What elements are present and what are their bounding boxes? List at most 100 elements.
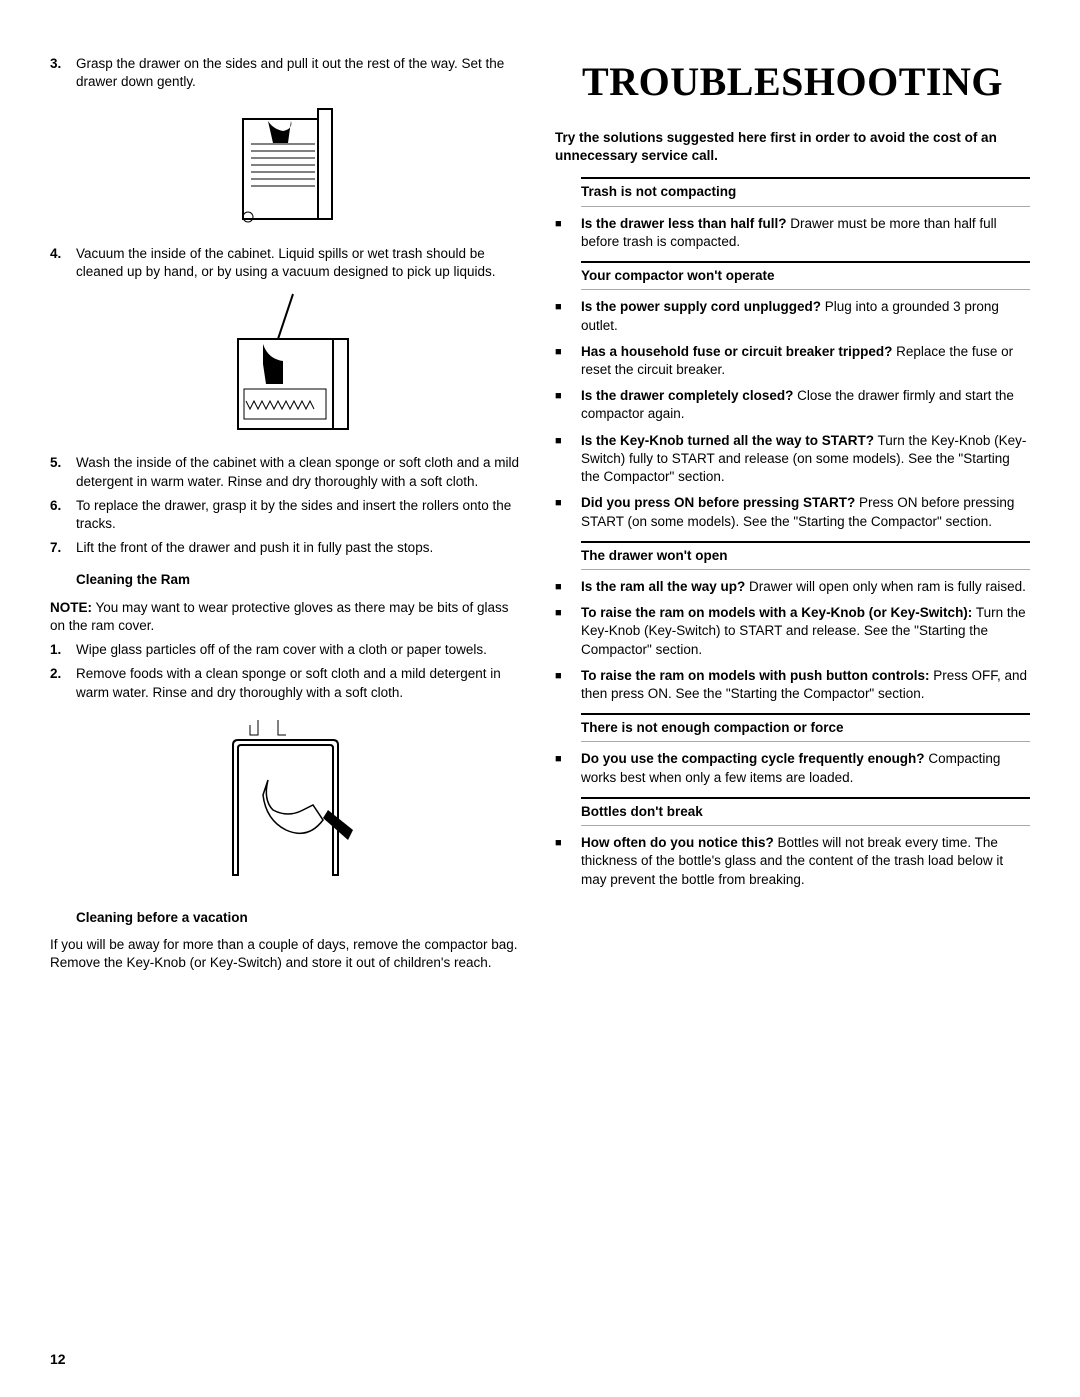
troubleshoot-section: The drawer won't open■Is the ram all the…: [555, 541, 1030, 704]
section-title: Trash is not compacting: [581, 177, 1030, 206]
step-item: 6. To replace the drawer, grasp it by th…: [50, 497, 525, 533]
square-bullet-icon: ■: [555, 604, 581, 659]
troubleshooting-title: TROUBLESHOOTING: [555, 55, 1030, 109]
bullet-item: ■Is the drawer completely closed? Close …: [555, 387, 1030, 423]
right-column: TROUBLESHOOTING Try the solutions sugges…: [555, 55, 1030, 1357]
troubleshoot-section: Bottles don't break■How often do you not…: [555, 797, 1030, 889]
bullet-bold: Is the power supply cord unplugged?: [581, 299, 821, 314]
step-number: 4.: [50, 245, 76, 281]
steps-list-a: 3. Grasp the drawer on the sides and pul…: [50, 55, 525, 91]
page-number: 12: [50, 1350, 66, 1369]
step-text: Wipe glass particles off of the ram cove…: [76, 641, 525, 659]
bullet-list: ■Do you use the compacting cycle frequen…: [555, 750, 1030, 786]
step-item: 1. Wipe glass particles off of the ram c…: [50, 641, 525, 659]
step-number: 1.: [50, 641, 76, 659]
bullet-bold: Is the ram all the way up?: [581, 579, 745, 594]
step-number: 3.: [50, 55, 76, 91]
cleaning-vacation-heading: Cleaning before a vacation: [76, 909, 525, 930]
bullet-list: ■Is the ram all the way up? Drawer will …: [555, 578, 1030, 703]
bullet-item: ■Do you use the compacting cycle frequen…: [555, 750, 1030, 786]
bullet-list: ■How often do you notice this? Bottles w…: [555, 834, 1030, 889]
step-text: Lift the front of the drawer and push it…: [76, 539, 525, 557]
troubleshoot-section: Trash is not compacting■Is the drawer le…: [555, 177, 1030, 251]
bullet-bold: Do you use the compacting cycle frequent…: [581, 751, 925, 766]
step-text: Remove foods with a clean sponge or soft…: [76, 665, 525, 701]
bullet-item: ■To raise the ram on models with a Key-K…: [555, 604, 1030, 659]
bullet-bold: Did you press ON before pressing START?: [581, 495, 855, 510]
bullet-bold: Has a household fuse or circuit breaker …: [581, 344, 892, 359]
bullet-item: ■Is the ram all the way up? Drawer will …: [555, 578, 1030, 596]
drawer-pull-icon: [233, 99, 343, 229]
bullet-bold: Is the drawer less than half full?: [581, 216, 787, 231]
step-number: 5.: [50, 454, 76, 490]
square-bullet-icon: ■: [555, 343, 581, 379]
square-bullet-icon: ■: [555, 578, 581, 596]
step-number: 6.: [50, 497, 76, 533]
page: 3. Grasp the drawer on the sides and pul…: [0, 0, 1080, 1397]
bullet-text: To raise the ram on models with push but…: [581, 667, 1030, 703]
bullet-text: Is the drawer completely closed? Close t…: [581, 387, 1030, 423]
step-text: To replace the drawer, grasp it by the s…: [76, 497, 525, 533]
troubleshooting-sections: Trash is not compacting■Is the drawer le…: [555, 177, 1030, 888]
troubleshooting-intro: Try the solutions suggested here first i…: [555, 129, 1030, 165]
bullet-item: ■Did you press ON before pressing START?…: [555, 494, 1030, 530]
step-item: 2. Remove foods with a clean sponge or s…: [50, 665, 525, 701]
bullet-item: ■How often do you notice this? Bottles w…: [555, 834, 1030, 889]
figure-vacuum: [50, 289, 525, 444]
troubleshoot-section: Your compactor won't operate■Is the powe…: [555, 261, 1030, 531]
step-item: 5. Wash the inside of the cabinet with a…: [50, 454, 525, 490]
bullet-bold: To raise the ram on models with a Key-Kn…: [581, 605, 972, 620]
section-title: There is not enough compaction or force: [581, 713, 1030, 742]
note-text: NOTE: You may want to wear protective gl…: [50, 599, 525, 635]
bullet-item: ■Is the power supply cord unplugged? Plu…: [555, 298, 1030, 334]
bullet-item: ■Is the Key-Knob turned all the way to S…: [555, 432, 1030, 487]
bullet-text: How often do you notice this? Bottles wi…: [581, 834, 1030, 889]
note-body: You may want to wear protective gloves a…: [50, 600, 508, 633]
steps-list-b: 4. Vacuum the inside of the cabinet. Liq…: [50, 245, 525, 281]
step-item: 7. Lift the front of the drawer and push…: [50, 539, 525, 557]
section-title: Bottles don't break: [581, 797, 1030, 826]
steps-list-c: 5. Wash the inside of the cabinet with a…: [50, 454, 525, 557]
bullet-item: ■To raise the ram on models with push bu…: [555, 667, 1030, 703]
step-item: 3. Grasp the drawer on the sides and pul…: [50, 55, 525, 91]
square-bullet-icon: ■: [555, 215, 581, 251]
step-text: Vacuum the inside of the cabinet. Liquid…: [76, 245, 525, 281]
square-bullet-icon: ■: [555, 750, 581, 786]
step-text: Grasp the drawer on the sides and pull i…: [76, 55, 525, 91]
steps-list-d: 1. Wipe glass particles off of the ram c…: [50, 641, 525, 702]
vacuum-cabinet-icon: [208, 289, 368, 439]
step-item: 4. Vacuum the inside of the cabinet. Liq…: [50, 245, 525, 281]
step-number: 2.: [50, 665, 76, 701]
troubleshoot-section: There is not enough compaction or force■…: [555, 713, 1030, 787]
bullet-text: Is the power supply cord unplugged? Plug…: [581, 298, 1030, 334]
bullet-text: Do you use the compacting cycle frequent…: [581, 750, 1030, 786]
bullet-text: Has a household fuse or circuit breaker …: [581, 343, 1030, 379]
square-bullet-icon: ■: [555, 494, 581, 530]
bullet-text: To raise the ram on models with a Key-Kn…: [581, 604, 1030, 659]
cleaning-ram-heading: Cleaning the Ram: [76, 571, 525, 592]
wipe-ram-icon: [208, 710, 368, 890]
bullet-text: Is the ram all the way up? Drawer will o…: [581, 578, 1030, 596]
bullet-bold: Is the drawer completely closed?: [581, 388, 793, 403]
bullet-bold: To raise the ram on models with push but…: [581, 668, 930, 683]
step-number: 7.: [50, 539, 76, 557]
square-bullet-icon: ■: [555, 387, 581, 423]
vacation-text: If you will be away for more than a coup…: [50, 936, 525, 972]
bullet-item: ■Has a household fuse or circuit breaker…: [555, 343, 1030, 379]
square-bullet-icon: ■: [555, 834, 581, 889]
bullet-item: ■Is the drawer less than half full? Draw…: [555, 215, 1030, 251]
square-bullet-icon: ■: [555, 298, 581, 334]
bullet-text: Is the drawer less than half full? Drawe…: [581, 215, 1030, 251]
section-title: The drawer won't open: [581, 541, 1030, 570]
section-title: Your compactor won't operate: [581, 261, 1030, 290]
square-bullet-icon: ■: [555, 667, 581, 703]
step-text: Wash the inside of the cabinet with a cl…: [76, 454, 525, 490]
bullet-list: ■Is the drawer less than half full? Draw…: [555, 215, 1030, 251]
note-label: NOTE:: [50, 600, 92, 615]
bullet-rest: Drawer will open only when ram is fully …: [745, 579, 1026, 594]
bullet-text: Did you press ON before pressing START? …: [581, 494, 1030, 530]
left-column: 3. Grasp the drawer on the sides and pul…: [50, 55, 525, 1357]
figure-drawer-pullout: [50, 99, 525, 234]
bullet-bold: How often do you notice this?: [581, 835, 774, 850]
bullet-text: Is the Key-Knob turned all the way to ST…: [581, 432, 1030, 487]
